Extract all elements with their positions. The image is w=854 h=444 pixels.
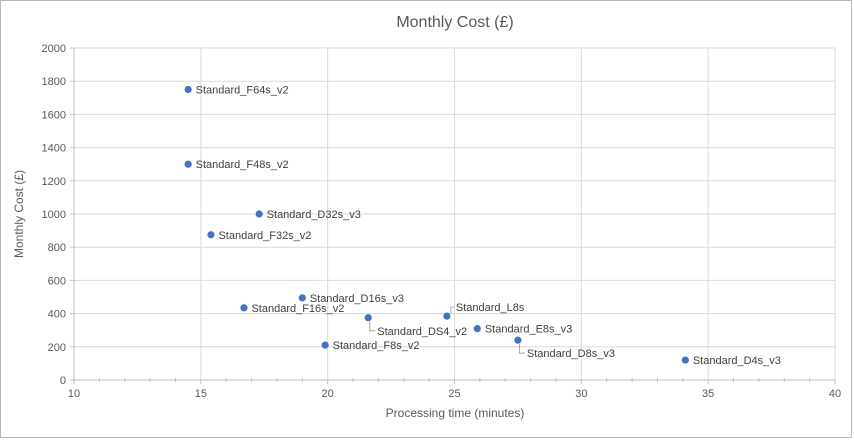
axis-layer: 0 200 400 600 800 1000 1200 1400 1600 1800 2000 10 1…	[42, 43, 842, 400]
y-tick-label: 1600	[42, 109, 66, 121]
data-point[interactable]	[514, 336, 522, 344]
data-point[interactable]	[473, 324, 481, 333]
grid-layer	[74, 47, 836, 380]
data-point[interactable]	[240, 304, 248, 312]
y-axis-title: Monthly Cost (£)	[12, 170, 26, 258]
data-point[interactable]	[321, 341, 329, 349]
data-point-label: Standard_F16s_v2	[251, 303, 344, 315]
y-tick-label: 200	[48, 342, 66, 354]
x-tick-label: 15	[195, 388, 207, 400]
y-tick-label: 600	[48, 275, 66, 287]
data-point[interactable]	[184, 160, 192, 168]
point-layer: Standard_F64s_v2 Standard_F48s_v2 Standard…	[184, 85, 781, 367]
x-tick-label: 40	[829, 388, 841, 400]
data-point-label: Standard_D4s_v3	[693, 355, 781, 367]
x-tick-label: 30	[575, 388, 587, 400]
data-point-label: Standard_D16s_v3	[310, 293, 404, 305]
data-point-label: Standard_E8s_v3	[485, 324, 572, 336]
y-tick-label: 1000	[42, 209, 66, 221]
y-tick-label: 0	[60, 375, 66, 387]
data-point-label: Standard_F48s_v2	[196, 159, 289, 171]
y-tick-label: 800	[48, 242, 66, 254]
data-point-label: Standard_F8s_v2	[333, 340, 420, 352]
y-tick-label: 1800	[42, 76, 66, 88]
data-point-label: Standard_F32s_v2	[218, 230, 311, 242]
data-point[interactable]	[184, 85, 192, 94]
data-point-label: Standard_DS4_v2	[377, 326, 467, 338]
data-point[interactable]	[681, 356, 689, 364]
data-point[interactable]	[298, 294, 306, 302]
x-tick-label: 25	[448, 388, 460, 400]
data-point[interactable]	[207, 231, 215, 239]
x-axis-title: Processing time (minutes)	[386, 406, 525, 420]
data-point[interactable]	[255, 210, 263, 218]
x-tick-label: 20	[322, 388, 334, 400]
chart-title: Monthly Cost (£)	[396, 14, 513, 31]
data-point[interactable]	[443, 312, 451, 320]
y-tick-label: 1400	[42, 143, 66, 155]
data-point-label: Standard_F64s_v2	[196, 85, 289, 97]
x-tick-label: 35	[702, 388, 714, 400]
y-tick-label: 2000	[42, 43, 66, 55]
label-leader-line	[369, 321, 376, 332]
label-leader-line	[450, 306, 454, 314]
data-point-label: Standard_D8s_v3	[527, 348, 615, 360]
y-tick-label: 1200	[42, 176, 66, 188]
y-tick-label: 400	[48, 309, 66, 321]
data-point-label: Standard_L8s	[456, 302, 525, 314]
x-tick-label: 10	[68, 388, 80, 400]
data-point-label: Standard_D32s_v3	[267, 209, 361, 221]
data-point[interactable]	[364, 314, 372, 322]
label-leader-line	[518, 344, 525, 354]
